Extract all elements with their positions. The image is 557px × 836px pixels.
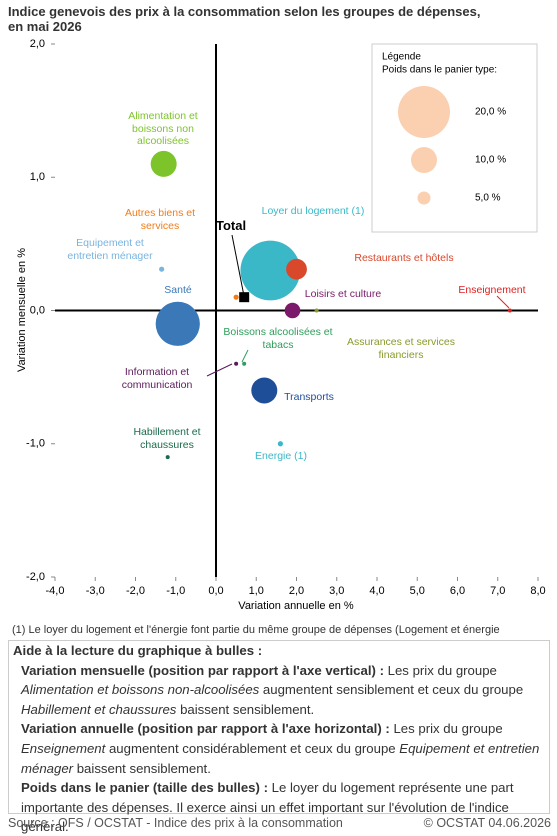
footnote: (1) Le loyer du logement et l'énergie fo… bbox=[12, 624, 500, 636]
bubble-label: Information et communication bbox=[121, 366, 193, 391]
bubble bbox=[284, 302, 301, 319]
guide-text: baissent sensiblement. bbox=[176, 701, 315, 717]
x-tick-label: 5,0 bbox=[410, 585, 425, 597]
guide-text: augmentent sensiblement et ceux du group… bbox=[259, 682, 524, 698]
guide-text: baissent sensiblement. bbox=[73, 760, 211, 776]
x-tick-label: 7,0 bbox=[490, 585, 505, 597]
x-tick-label: 3,0 bbox=[329, 585, 344, 597]
y-tick-label: -1,0 bbox=[26, 438, 45, 450]
guide-title: Aide à la lecture du graphique à bulles … bbox=[13, 643, 263, 658]
guide-text: Alimentation et boissons non-alcoolisées bbox=[21, 682, 260, 698]
bubble bbox=[242, 361, 247, 366]
chart: Légende Poids dans le panier type: Varia… bbox=[16, 38, 546, 612]
guide-text: Les prix du groupe bbox=[393, 721, 503, 737]
legend-bubble bbox=[398, 86, 450, 138]
bubble bbox=[314, 308, 319, 313]
guide-text: Poids dans le panier (taille des bulles)… bbox=[21, 780, 272, 796]
guide-paragraph: Variation annuelle (position par rapport… bbox=[21, 719, 545, 778]
guide-text: augmentent considérablement et ceux du g… bbox=[105, 740, 400, 756]
bubble-label: Santé bbox=[164, 284, 192, 296]
guide-text: Equipement et entretien ménager bbox=[21, 740, 540, 776]
legend-bubble bbox=[411, 147, 437, 173]
legend-label: 10,0 % bbox=[475, 155, 506, 166]
legend-label: 20,0 % bbox=[475, 107, 506, 118]
x-tick-label: 1,0 bbox=[249, 585, 264, 597]
guide-text: Variation mensuelle (position par rappor… bbox=[21, 662, 388, 678]
guide-text: Enseignement bbox=[21, 740, 106, 756]
bubble bbox=[165, 455, 170, 460]
x-tick-label: -1,0 bbox=[166, 585, 185, 597]
y-tick-label: 1,0 bbox=[30, 171, 45, 183]
bubble-label: Autres biens et services bbox=[124, 207, 196, 232]
x-tick-label: -3,0 bbox=[86, 585, 105, 597]
y-tick-label: 2,0 bbox=[30, 38, 45, 50]
y-axis-title: Variation mensuelle en % bbox=[16, 248, 28, 372]
bubble-label: Assurances et services financiers bbox=[347, 336, 455, 361]
guide-paragraph: Poids dans le panier (taille des bulles)… bbox=[21, 778, 545, 836]
bubble-label: Loisirs et culture bbox=[304, 288, 382, 300]
bubble-label: Restaurants et hôtels bbox=[354, 252, 454, 264]
bubble bbox=[234, 361, 239, 366]
legend-title: Légende bbox=[382, 52, 421, 63]
legend-subtitle: Poids dans le panier type: bbox=[382, 65, 497, 76]
guide-paragraph: Variation mensuelle (position par rappor… bbox=[21, 661, 545, 720]
bubble bbox=[155, 301, 200, 346]
bubble-label: Enseignement bbox=[458, 284, 526, 296]
bubble bbox=[507, 308, 512, 313]
leader-line bbox=[231, 234, 245, 297]
bubble-label: Habillement et chaussures bbox=[133, 426, 201, 451]
leader-line bbox=[241, 349, 249, 363]
bubble-label: Loyer du logement (1) bbox=[261, 205, 365, 217]
x-tick-label: -2,0 bbox=[126, 585, 145, 597]
x-tick-label: 0,0 bbox=[208, 585, 223, 597]
x-tick-label: 6,0 bbox=[450, 585, 465, 597]
bubble-label: Boissons alcoolisées et tabacs bbox=[223, 326, 333, 351]
legend-label: 5,0 % bbox=[475, 193, 501, 204]
bubble bbox=[150, 150, 177, 177]
legend-bubble bbox=[417, 191, 431, 205]
bubble bbox=[251, 377, 278, 404]
x-tick-label: 4,0 bbox=[369, 585, 384, 597]
bubble bbox=[233, 294, 239, 300]
y-tick-label: -2,0 bbox=[26, 571, 45, 583]
chart-title: Indice genevois des prix à la consommati… bbox=[8, 4, 481, 34]
guide-text: Le loyer du logement représente une part… bbox=[21, 780, 514, 835]
source: Source : OFS / OCSTAT - Indice des prix … bbox=[8, 816, 343, 830]
leader-line bbox=[496, 295, 510, 309]
y-tick-label: 0,0 bbox=[30, 304, 45, 316]
bubble-label: Equipement et entretien ménager bbox=[67, 237, 153, 262]
bubble-label: Alimentation et boissons non alcoolisées bbox=[128, 110, 198, 147]
bubble bbox=[277, 441, 283, 447]
leader-line bbox=[206, 363, 233, 377]
legend-box bbox=[371, 43, 538, 233]
bubble-label: Transports bbox=[284, 391, 334, 403]
reading-guide: Aide à la lecture du graphique à bulles … bbox=[8, 640, 550, 834]
bubble-label: Total bbox=[216, 218, 247, 233]
guide-text: Variation annuelle (position par rapport… bbox=[21, 721, 394, 737]
bubble bbox=[240, 240, 301, 301]
bubble-label: Energie (1) bbox=[255, 450, 307, 462]
x-tick-label: 8,0 bbox=[530, 585, 545, 597]
x-tick-label: -4,0 bbox=[46, 585, 65, 597]
x-axis-title: Variation annuelle en % bbox=[238, 600, 354, 612]
copyright: © OCSTAT 04.06.2026 bbox=[423, 816, 551, 830]
guide-text: Les prix du groupe bbox=[387, 662, 497, 678]
bubble bbox=[286, 258, 307, 280]
guide-text: Habillement et chaussures bbox=[21, 701, 177, 717]
bubble bbox=[159, 266, 165, 272]
x-tick-label: 2,0 bbox=[289, 585, 304, 597]
total-marker bbox=[239, 292, 250, 303]
